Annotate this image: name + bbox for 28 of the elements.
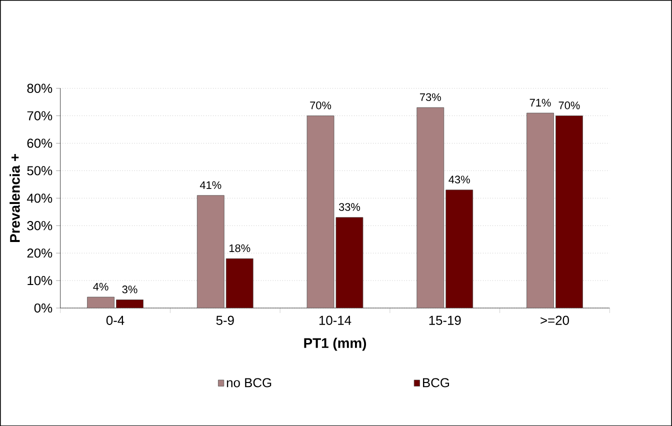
data-label: 18% [229, 244, 250, 252]
data-label: 41% [200, 181, 222, 189]
x-tick-label: 15-19 [429, 316, 461, 325]
data-label: 3% [122, 285, 138, 294]
y-tick-label: 20% [27, 248, 52, 258]
data-label: 4% [93, 282, 108, 290]
data-label: 70% [310, 101, 332, 110]
y-tick-label: 70% [27, 111, 52, 120]
y-tick-label: 50% [27, 166, 52, 176]
data-label: 70% [558, 101, 580, 110]
legend-label: no BCG [226, 378, 272, 388]
y-tick-label: 10% [28, 276, 52, 285]
x-tick-label: 5-9 [216, 316, 234, 325]
x-tick-label: >=20 [540, 316, 569, 325]
y-axis-title: Prevalencia + [10, 154, 20, 242]
data-label: 71% [530, 98, 551, 106]
data-label: 73% [420, 93, 441, 101]
x-axis-title: PT1 (mm) [304, 338, 366, 351]
y-tick-label: 60% [27, 138, 52, 148]
legend-label: BCG [423, 378, 450, 388]
y-tick-label: 80% [27, 84, 52, 93]
y-tick-label: 0% [34, 303, 52, 312]
x-tick-label: 0-4 [106, 316, 124, 325]
y-tick-label: 40% [26, 193, 52, 203]
x-tick-label: 10-14 [319, 316, 352, 325]
data-label: 43% [448, 176, 470, 184]
y-tick-label: 30% [27, 220, 52, 230]
data-label: 33% [338, 203, 360, 211]
